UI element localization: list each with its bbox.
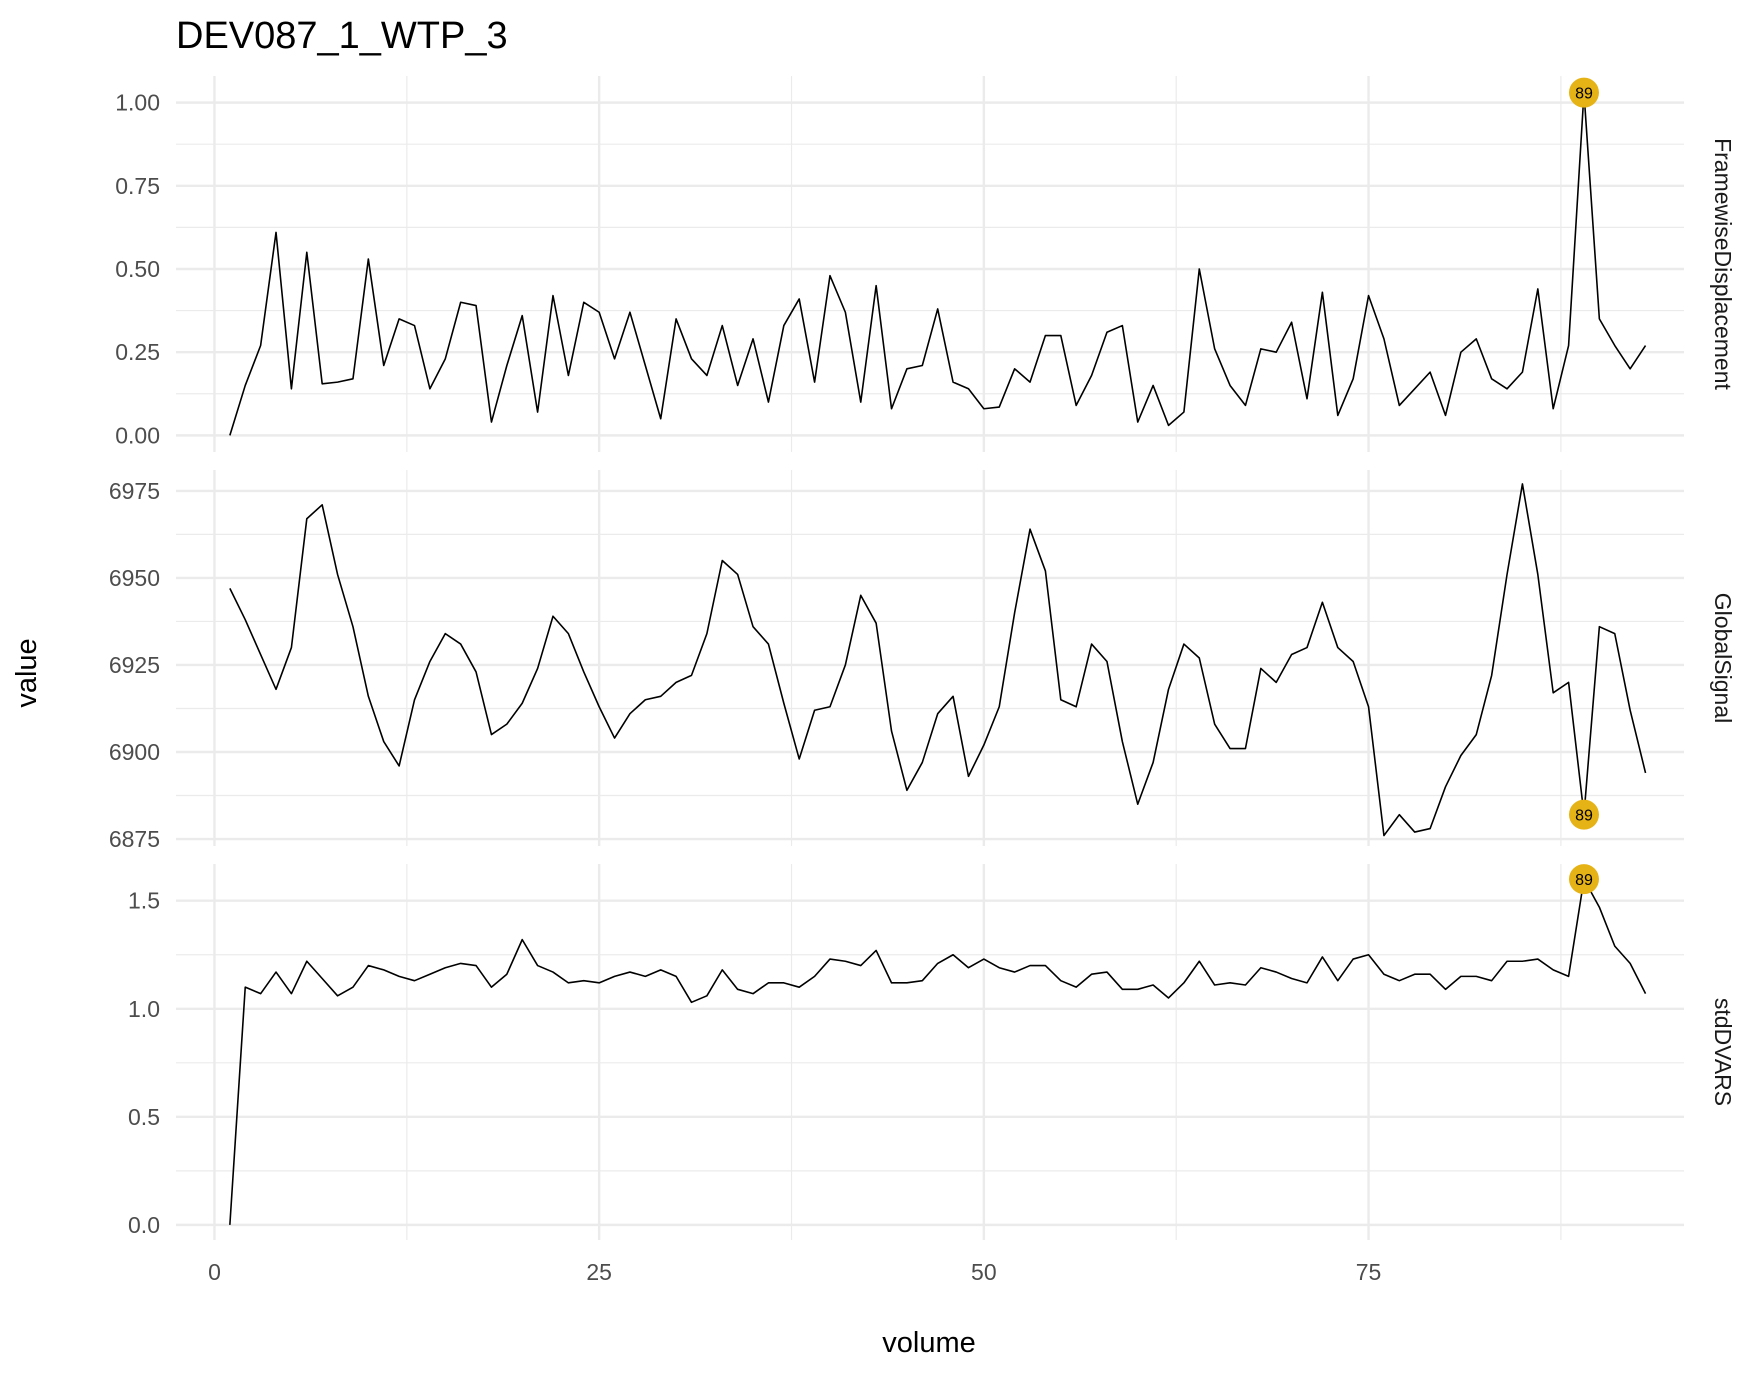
- y-tick-label: 6900: [109, 739, 160, 765]
- y-tick-label: 0.50: [115, 256, 160, 282]
- y-axis-title: value: [11, 638, 43, 707]
- highlight-marker-label: 89: [1575, 808, 1593, 825]
- x-tick-label: 75: [1356, 1259, 1382, 1285]
- series-line-stdDVARS: [229, 878, 1647, 1225]
- facet-strip-label: FramewiseDisplacement: [1710, 138, 1736, 390]
- x-axis-title: volume: [882, 1327, 976, 1359]
- y-tick-label: 6950: [109, 565, 160, 591]
- y-tick-label: 0.75: [115, 173, 160, 199]
- y-tick-label: 6875: [109, 826, 160, 852]
- panels-layer: 0.00 0.25 0.50 0.75 1.00 89 FramewiseDisplacem…: [109, 76, 1736, 1240]
- y-tick-label: 0.0: [128, 1212, 160, 1238]
- series-line-GlobalSignal: [229, 483, 1647, 837]
- panel-FramewiseDisplacement: 0.00 0.25 0.50 0.75 1.00 89 FramewiseDisplacem…: [115, 76, 1736, 452]
- highlight-marker: [1568, 799, 1599, 830]
- highlight-marker: [1568, 864, 1599, 895]
- series-line-FramewiseDisplacement: [229, 91, 1647, 436]
- panel-stdDVARS: 0.0 0.5 1.0 1.5 89 stdDVARS: [128, 864, 1736, 1240]
- panel-GlobalSignal: 6875 6900 6925 6950 6975 89 GlobalSignal: [109, 470, 1736, 852]
- facet-strip-label: stdDVARS: [1710, 998, 1736, 1106]
- chart-title: DEV087_1_WTP_3: [176, 15, 508, 57]
- highlight-marker-label: 89: [1575, 86, 1593, 103]
- x-axis-tick-labels: 0 25 50 75: [208, 1259, 1381, 1285]
- y-tick-label: 6975: [109, 478, 160, 504]
- y-tick-label: 6925: [109, 652, 160, 678]
- y-tick-label: 1.0: [128, 996, 160, 1022]
- highlight-marker: [1568, 77, 1599, 108]
- y-tick-label: 0.00: [115, 422, 160, 448]
- y-tick-label: 0.5: [128, 1104, 160, 1130]
- highlight-marker-label: 89: [1575, 872, 1593, 889]
- y-tick-label: 1.5: [128, 888, 160, 914]
- y-tick-label: 1.00: [115, 90, 160, 116]
- x-tick-label: 50: [971, 1259, 997, 1285]
- facet-strip-label: GlobalSignal: [1710, 593, 1736, 723]
- x-tick-label: 25: [586, 1259, 612, 1285]
- y-tick-label: 0.25: [115, 339, 160, 365]
- x-tick-label: 0: [208, 1259, 221, 1285]
